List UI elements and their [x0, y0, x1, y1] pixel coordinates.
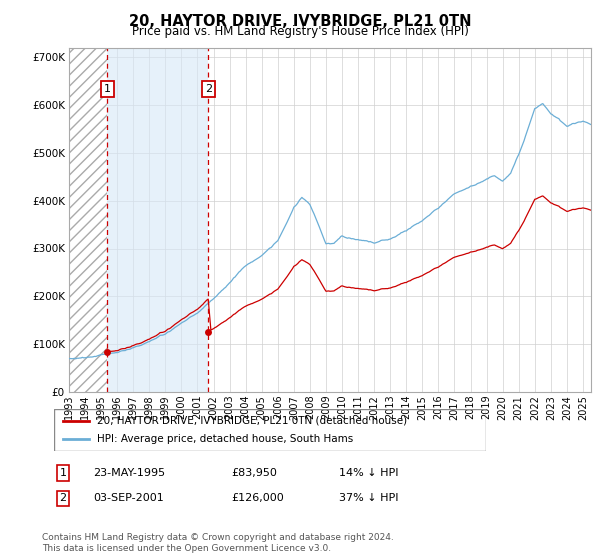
Text: 20, HAYTOR DRIVE, IVYBRIDGE, PL21 0TN: 20, HAYTOR DRIVE, IVYBRIDGE, PL21 0TN — [129, 14, 471, 29]
Text: 37% ↓ HPI: 37% ↓ HPI — [339, 493, 398, 503]
Text: 03-SEP-2001: 03-SEP-2001 — [93, 493, 164, 503]
Text: 2: 2 — [59, 493, 67, 503]
Text: Price paid vs. HM Land Registry's House Price Index (HPI): Price paid vs. HM Land Registry's House … — [131, 25, 469, 38]
Text: 23-MAY-1995: 23-MAY-1995 — [93, 468, 165, 478]
Text: 20, HAYTOR DRIVE, IVYBRIDGE, PL21 0TN (detached house): 20, HAYTOR DRIVE, IVYBRIDGE, PL21 0TN (d… — [97, 416, 407, 426]
Bar — [69, 48, 107, 392]
Text: 14% ↓ HPI: 14% ↓ HPI — [339, 468, 398, 478]
Text: HPI: Average price, detached house, South Hams: HPI: Average price, detached house, Sout… — [97, 434, 353, 444]
Bar — [107, 48, 208, 392]
Text: Contains HM Land Registry data © Crown copyright and database right 2024.
This d: Contains HM Land Registry data © Crown c… — [42, 533, 394, 553]
Text: £126,000: £126,000 — [231, 493, 284, 503]
Text: £83,950: £83,950 — [231, 468, 277, 478]
Text: 1: 1 — [104, 84, 111, 94]
Text: 1: 1 — [59, 468, 67, 478]
Text: 2: 2 — [205, 84, 212, 94]
